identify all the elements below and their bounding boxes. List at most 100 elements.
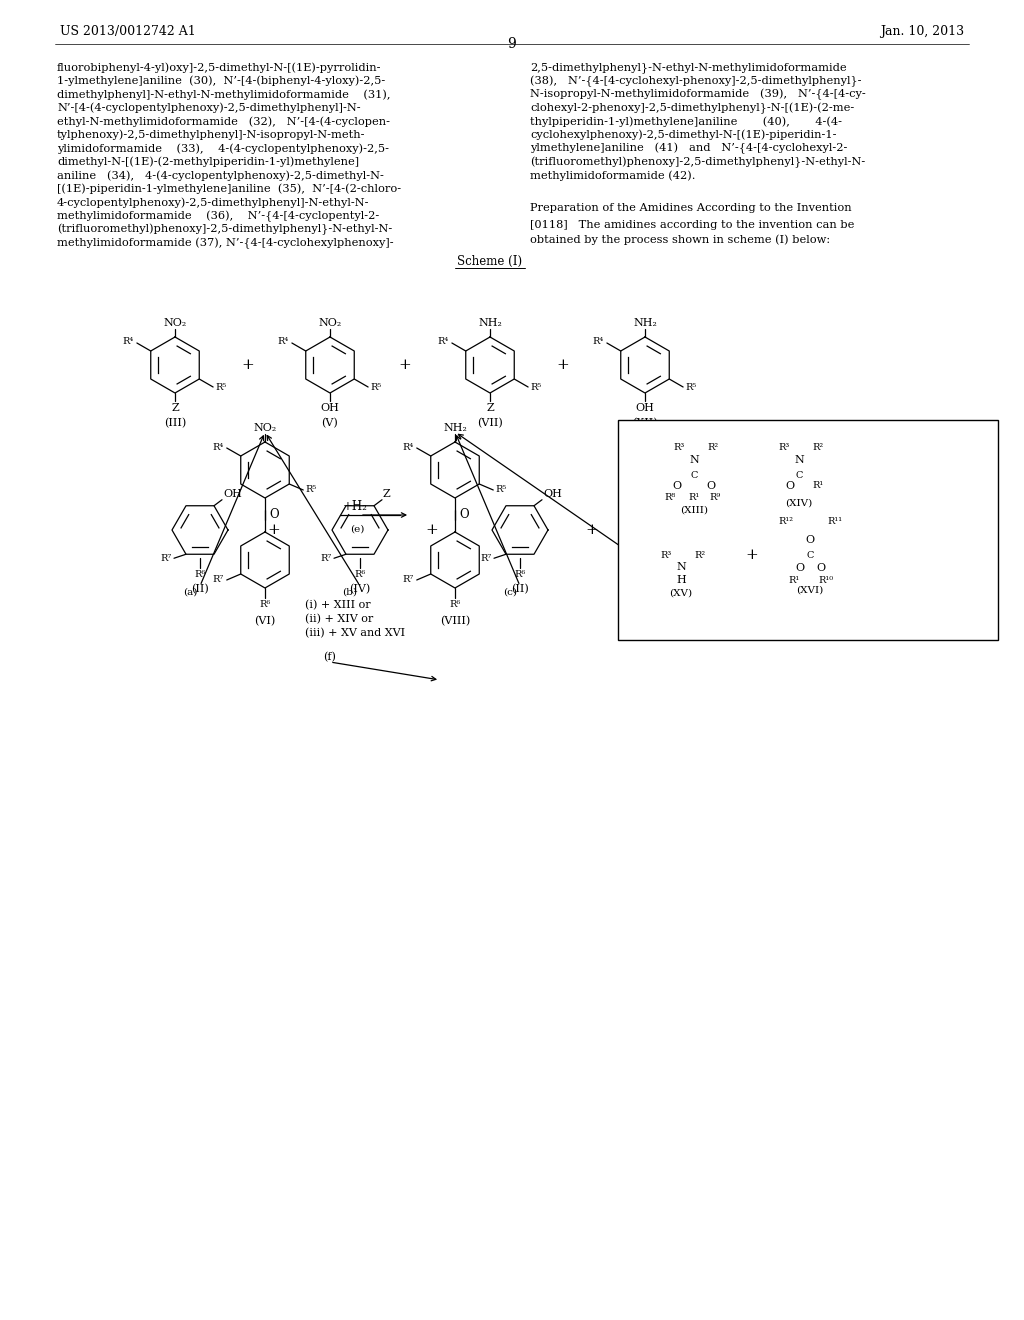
Text: NH₂: NH₂ xyxy=(633,318,657,327)
Text: Scheme (I): Scheme (I) xyxy=(458,255,522,268)
Text: R⁴: R⁴ xyxy=(123,338,134,346)
Text: R⁷: R⁷ xyxy=(480,554,492,562)
Text: (e): (e) xyxy=(350,525,365,535)
Text: tylphenoxy)-2,5-dimethylphenyl]-N-isopropyl-N-meth-: tylphenoxy)-2,5-dimethylphenyl]-N-isopro… xyxy=(57,129,366,140)
Text: O: O xyxy=(816,564,825,573)
Text: (trifluoromethyl)phenoxy]-2,5-dimethylphenyl}-N-ethyl-N-: (trifluoromethyl)phenoxy]-2,5-dimethylph… xyxy=(57,224,392,235)
Text: (III): (III) xyxy=(164,418,186,428)
Text: (b): (b) xyxy=(342,587,357,597)
Text: clohexyl-2-phenoxy]-2,5-dimethylphenyl}-N-[(1E)-(2-me-: clohexyl-2-phenoxy]-2,5-dimethylphenyl}-… xyxy=(530,103,854,114)
Text: R⁶: R⁶ xyxy=(514,570,525,579)
Text: (VI): (VI) xyxy=(254,616,275,626)
Text: R⁵: R⁵ xyxy=(685,384,696,392)
Text: R⁶: R⁶ xyxy=(450,601,461,609)
Text: 9: 9 xyxy=(508,37,516,51)
Text: NO₂: NO₂ xyxy=(253,422,276,433)
Text: R⁷: R⁷ xyxy=(321,554,332,562)
Text: (II): (II) xyxy=(511,583,528,594)
Text: R⁷: R⁷ xyxy=(639,554,650,562)
Text: R⁴: R⁴ xyxy=(402,444,414,453)
Text: +: + xyxy=(242,358,254,372)
Text: O: O xyxy=(269,508,279,521)
Text: (c): (c) xyxy=(503,587,517,597)
Text: Z: Z xyxy=(486,403,494,413)
Text: dimethylphenyl]-N-ethyl-N-methylimidoformamide    (31),: dimethylphenyl]-N-ethyl-N-methylimidofor… xyxy=(57,88,390,99)
Text: R¹¹: R¹¹ xyxy=(827,517,842,527)
Text: 4-cyclopentylphenoxy)-2,5-dimethylphenyl]-N-ethyl-N-: 4-cyclopentylphenoxy)-2,5-dimethylphenyl… xyxy=(57,197,370,207)
Text: O: O xyxy=(795,564,804,573)
Text: C: C xyxy=(690,471,697,480)
Text: NO₂: NO₂ xyxy=(318,318,342,327)
Text: (38),   N’-{4-[4-cyclohexyl-phenoxy]-2,5-dimethylphenyl}-: (38), N’-{4-[4-cyclohexyl-phenoxy]-2,5-d… xyxy=(530,75,861,87)
Text: O: O xyxy=(459,508,469,521)
Text: R⁶: R⁶ xyxy=(354,570,366,579)
Text: R²: R² xyxy=(707,444,718,453)
Text: [(1E)-piperidin-1-ylmethylene]aniline  (35),  N’-[4-(2-chloro-: [(1E)-piperidin-1-ylmethylene]aniline (3… xyxy=(57,183,401,194)
Text: (XIII): (XIII) xyxy=(680,506,708,515)
Text: R¹: R¹ xyxy=(688,494,699,503)
Text: R⁴: R⁴ xyxy=(437,338,449,346)
Text: ethyl-N-methylimidoformamide   (32),   N’-[4-(4-cyclopen-: ethyl-N-methylimidoformamide (32), N’-[4… xyxy=(57,116,390,127)
Text: (IV): (IV) xyxy=(349,583,371,594)
Text: R⁵: R⁵ xyxy=(370,384,381,392)
Text: dimethyl-N-[(1E)-(2-methylpiperidin-1-yl)methylene]: dimethyl-N-[(1E)-(2-methylpiperidin-1-yl… xyxy=(57,157,359,168)
Text: (d): (d) xyxy=(660,587,675,597)
Text: NH₂: NH₂ xyxy=(443,422,467,433)
Text: R⁴: R⁴ xyxy=(278,338,289,346)
Text: O: O xyxy=(785,480,795,491)
Text: OH: OH xyxy=(543,488,562,499)
Text: (i) + XIII or: (i) + XIII or xyxy=(305,601,371,610)
Text: thylpiperidin-1-yl)methylene]aniline       (40),       4-(4-: thylpiperidin-1-yl)methylene]aniline (40… xyxy=(530,116,842,127)
Text: R³: R³ xyxy=(660,550,672,560)
Text: R²: R² xyxy=(694,550,706,560)
Text: R³: R³ xyxy=(674,444,685,453)
Text: (f): (f) xyxy=(324,652,337,663)
Text: [0118]   The amidines according to the invention can be
obtained by the process : [0118] The amidines according to the inv… xyxy=(530,220,854,246)
Text: US 2013/0012742 A1: US 2013/0012742 A1 xyxy=(60,25,196,38)
Text: (trifluoromethyl)phenoxy]-2,5-dimethylphenyl}-N-ethyl-N-: (trifluoromethyl)phenoxy]-2,5-dimethylph… xyxy=(530,157,865,168)
Text: fluorobiphenyl-4-yl)oxy]-2,5-dimethyl-N-[(1E)-pyrrolidin-: fluorobiphenyl-4-yl)oxy]-2,5-dimethyl-N-… xyxy=(57,62,382,73)
Text: +: + xyxy=(586,523,598,537)
Text: NO₂: NO₂ xyxy=(164,318,186,327)
Text: ylimidoformamide    (33),    4-(4-cyclopentylphenoxy)-2,5-: ylimidoformamide (33), 4-(4-cyclopentylp… xyxy=(57,143,389,153)
Text: Z: Z xyxy=(171,403,179,413)
Text: methylimidoformamide (37), N’-{4-[4-cyclohexylphenoxy]-: methylimidoformamide (37), N’-{4-[4-cycl… xyxy=(57,238,393,249)
Text: R¹: R¹ xyxy=(788,576,800,585)
Text: R⁷: R⁷ xyxy=(402,576,414,585)
Text: R⁴: R⁴ xyxy=(213,444,224,453)
Text: R⁶: R⁶ xyxy=(195,570,206,579)
Text: N’-[4-(4-cyclopentylphenoxy)-2,5-dimethylphenyl]-N-: N’-[4-(4-cyclopentylphenoxy)-2,5-dimethy… xyxy=(57,103,360,114)
Text: Z: Z xyxy=(701,488,709,499)
Text: methylimidoformamide    (36),    N’-{4-[4-cyclopentyl-2-: methylimidoformamide (36), N’-{4-[4-cycl… xyxy=(57,210,379,222)
Text: cyclohexylphenoxy)-2,5-dimethyl-N-[(1E)-piperidin-1-: cyclohexylphenoxy)-2,5-dimethyl-N-[(1E)-… xyxy=(530,129,837,140)
Text: aniline   (34),   4-(4-cyclopentylphenoxy)-2,5-dimethyl-N-: aniline (34), 4-(4-cyclopentylphenoxy)-2… xyxy=(57,170,384,181)
Text: +: + xyxy=(267,523,281,537)
Text: (XVI): (XVI) xyxy=(797,586,823,594)
Text: Z: Z xyxy=(383,488,390,499)
Text: 2,5-dimethylphenyl}-N-ethyl-N-methylimidoformamide: 2,5-dimethylphenyl}-N-ethyl-N-methylimid… xyxy=(530,62,847,73)
Text: Preparation of the Amidines According to the Invention: Preparation of the Amidines According to… xyxy=(530,203,852,213)
Text: C: C xyxy=(796,471,803,480)
Text: R¹⁰: R¹⁰ xyxy=(818,576,834,585)
Text: O: O xyxy=(806,535,814,545)
Text: R²: R² xyxy=(812,444,823,453)
Text: (V): (V) xyxy=(322,418,338,428)
Text: Jan. 10, 2013: Jan. 10, 2013 xyxy=(880,25,964,38)
Text: R⁶: R⁶ xyxy=(673,570,684,579)
Text: R⁷: R⁷ xyxy=(213,576,224,585)
Text: R⁷: R⁷ xyxy=(161,554,172,562)
Text: N: N xyxy=(676,562,686,572)
Text: R⁹: R⁹ xyxy=(710,494,721,503)
Text: (IV): (IV) xyxy=(668,583,688,594)
Text: (a): (a) xyxy=(182,587,197,597)
Text: R⁸: R⁸ xyxy=(665,494,676,503)
Text: (ii) + XIV or: (ii) + XIV or xyxy=(305,614,374,624)
Text: (II): (II) xyxy=(191,583,209,594)
Text: O: O xyxy=(707,480,716,491)
Text: ylmethylene]aniline   (41)   and   N’-{4-[4-cyclohexyl-2-: ylmethylene]aniline (41) and N’-{4-[4-cy… xyxy=(530,143,848,154)
Text: OH: OH xyxy=(321,403,339,413)
Text: +H₂: +H₂ xyxy=(343,500,368,513)
Text: R⁵: R⁵ xyxy=(305,486,316,495)
Text: +: + xyxy=(426,523,438,537)
Text: N-isopropyl-N-methylimidoformamide   (39),   N’-{4-[4-cy-: N-isopropyl-N-methylimidoformamide (39),… xyxy=(530,88,865,100)
